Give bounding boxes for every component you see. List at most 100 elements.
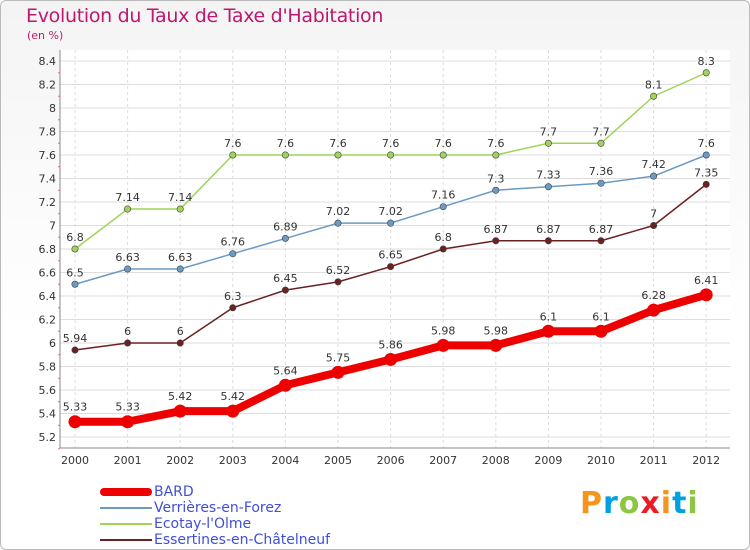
x-tick-label: 2010 [587,454,615,467]
legend: BARD Verrières-en-Forez Ecotay-l'Olme Esser… [100,484,330,548]
data-label: 8.1 [645,78,663,91]
data-point [439,245,447,253]
data-label: 6.3 [224,290,242,303]
x-tick-label: 2004 [271,454,299,467]
data-point [439,151,447,159]
data-point [387,263,395,271]
y-tick-label: 8.2 [39,79,57,92]
data-point [331,365,345,379]
data-label: 6.28 [641,289,666,302]
data-point [384,352,398,366]
data-point [229,250,237,258]
data-label: 6.5 [66,266,84,279]
x-tick-label: 2007 [429,454,457,467]
data-point [387,219,395,227]
data-point [492,151,500,159]
axes: 5.25.45.65.866.26.46.66.877.27.47.67.888… [39,50,730,467]
data-label: 5.33 [63,401,88,414]
data-point [121,415,135,429]
data-point [650,92,658,100]
series-points [68,69,713,429]
data-label: 7.6 [434,137,452,150]
x-tick-label: 2005 [324,454,352,467]
logo-letter: P [580,486,603,521]
y-tick-label: 5.4 [39,408,57,421]
data-label: 6 [177,325,184,338]
data-label: 5.42 [221,390,246,403]
data-point [176,265,184,273]
data-label: 6.63 [115,251,140,264]
data-label: 8.3 [697,55,715,68]
data-label: 6.1 [592,310,610,323]
data-point [68,415,82,429]
data-label: 7.42 [641,158,666,171]
data-point [647,303,661,317]
data-label: 6.8 [434,231,452,244]
legend-label: Essertines-en-Châtelneuf [154,532,331,548]
data-point [492,186,500,194]
data-point [176,205,184,213]
data-label: 6 [124,325,131,338]
legend-label: Verrières-en-Forez [154,500,282,516]
data-point [387,151,395,159]
data-label: 6.87 [484,223,509,236]
data-point [544,237,552,245]
data-point [71,280,79,288]
legend-swatch [100,507,152,509]
logo-letter: x [640,486,661,521]
data-label: 7.33 [536,169,561,182]
data-point [650,172,658,180]
x-tick-label: 2011 [640,454,668,467]
data-label: 7.7 [592,125,610,138]
y-tick-label: 5.6 [39,384,57,397]
data-point [489,338,503,352]
x-tick-label: 2006 [377,454,405,467]
proxiti-logo: Proxiti [580,486,699,521]
logo-letter: i [660,486,673,521]
y-tick-label: 7.6 [39,149,57,162]
legend-item: Ecotay-l'Olme [100,516,330,532]
data-point [650,222,658,230]
data-point [702,69,710,77]
data-label: 6.87 [589,223,614,236]
legend-item: BARD [100,484,330,500]
data-point [439,203,447,211]
x-tick-label: 2008 [482,454,510,467]
y-tick-label: 8.4 [39,55,57,68]
legend-label: Ecotay-l'Olme [154,516,252,532]
legend-swatch [100,539,152,541]
y-tick-label: 6.2 [39,314,57,327]
data-point [229,304,237,312]
data-label: 7 [650,208,657,221]
data-point [71,346,79,354]
data-point [699,288,713,302]
data-label: 7.02 [326,205,351,218]
y-tick-label: 7.8 [39,126,57,139]
x-tick-label: 2000 [61,454,89,467]
y-tick-label: 8 [49,102,56,115]
data-point [597,139,605,147]
legend-swatch [100,523,152,525]
data-label: 7.14 [115,191,140,204]
data-point [229,151,237,159]
data-point [281,286,289,294]
data-point [281,151,289,159]
data-label: 5.33 [115,401,140,414]
data-label: 6.63 [168,251,193,264]
data-point [124,339,132,347]
legend-swatch [100,488,152,496]
logo-letter: o [618,486,641,521]
x-tick-label: 2012 [692,454,720,467]
data-label: 6.65 [378,249,403,262]
data-point [544,139,552,147]
x-tick-label: 2009 [534,454,562,467]
data-point [278,378,292,392]
data-point [594,324,608,338]
data-label: 7.7 [540,125,558,138]
grid [60,50,730,448]
y-tick-label: 7.2 [39,196,57,209]
data-label: 7.02 [378,205,403,218]
data-point [334,151,342,159]
y-tick-label: 6.8 [39,243,57,256]
